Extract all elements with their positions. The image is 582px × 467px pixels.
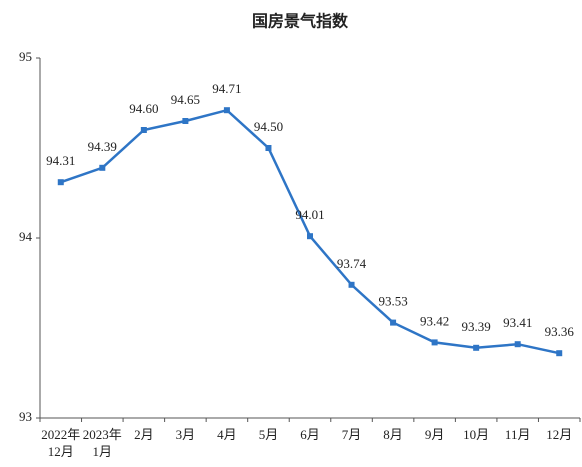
marker [556,350,563,357]
data-label: 94.60 [129,101,158,116]
x-tick-label: 3月 [175,427,196,442]
x-tick-label: 4月 [217,427,237,442]
data-label: 93.39 [462,319,491,334]
y-tick-label: 93 [19,409,32,424]
x-tick-label: 2022年 12月 [41,427,81,459]
marker [265,145,272,151]
x-tick-label: 5月 [258,427,279,442]
data-label: 94.50 [254,119,283,134]
chart-title: 国房景气指数 [252,12,349,31]
data-label: 94.01 [295,207,324,222]
marker [223,107,230,114]
x-tick-label: 10月 [463,427,490,442]
x-tick-label: 2月 [134,427,154,442]
data-label: 94.65 [171,92,200,107]
marker [99,164,106,171]
data-label: 93.74 [337,256,367,271]
data-label: 93.53 [378,294,407,309]
data-label: 94.31 [46,153,75,168]
marker [431,339,438,346]
marker [473,344,480,351]
marker [140,127,147,133]
data-label: 94.71 [212,81,241,96]
data-label: 93.41 [503,315,532,330]
x-tick-label: 9月 [424,427,445,442]
x-tick-label: 12月 [546,427,573,442]
data-label: 93.42 [420,313,449,328]
y-tick-label: 95 [19,49,32,64]
x-tick-label: 7月 [341,427,362,442]
data-label: 94.39 [88,139,117,154]
marker [57,179,64,186]
y-tick-label: 94 [19,229,33,244]
marker [514,341,521,348]
marker [390,319,397,326]
x-tick-label: 11月 [504,427,531,442]
marker [307,233,313,240]
x-tick-label: 8月 [383,427,403,442]
marker [348,281,355,288]
data-label: 93.36 [545,324,575,339]
line [60,108,560,355]
marker [182,118,189,124]
x-tick-label: 6月 [300,427,320,442]
x-tick-label: 2023年 1月 [82,427,122,459]
